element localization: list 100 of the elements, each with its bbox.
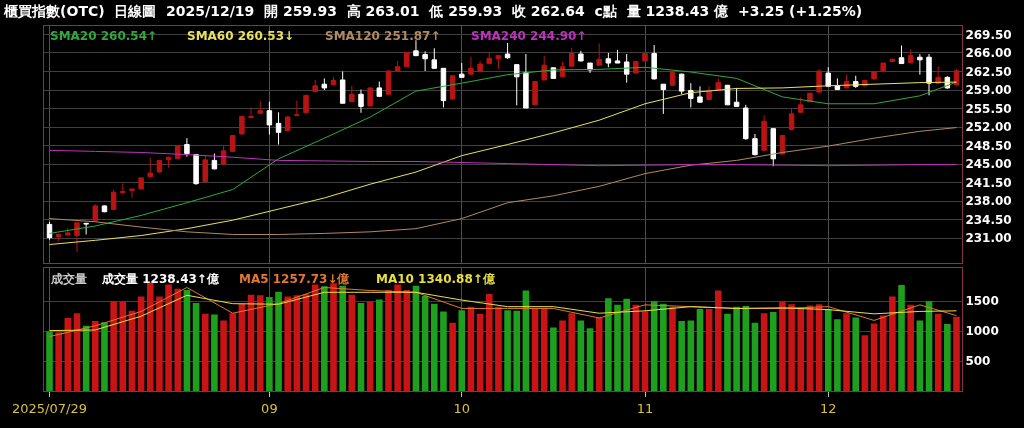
line-series xyxy=(49,149,957,167)
bar xyxy=(916,320,924,391)
candlestick xyxy=(404,51,410,68)
candlestick xyxy=(211,153,218,170)
candlestick xyxy=(431,47,438,70)
bar xyxy=(889,296,896,391)
candlestick xyxy=(504,42,511,60)
candlestick xyxy=(284,115,291,132)
candlestick xyxy=(568,47,575,68)
candlestick xyxy=(651,44,657,80)
text: SMA20 260.54↑ xyxy=(50,29,158,43)
line-series xyxy=(49,291,957,332)
candlestick xyxy=(55,232,62,242)
x-tick-label: 11 xyxy=(636,400,654,416)
candlestick xyxy=(523,53,529,109)
candlestick xyxy=(623,53,630,84)
candlestick xyxy=(358,89,364,114)
bar xyxy=(229,313,237,391)
candlestick xyxy=(74,222,80,253)
candlestick xyxy=(514,64,520,106)
candlestick xyxy=(669,71,676,87)
candlestick xyxy=(733,87,740,107)
bar xyxy=(742,306,750,391)
chart-title: 成交量 xyxy=(50,272,87,286)
x-tick-label: 10 xyxy=(453,400,471,416)
candlestick xyxy=(339,71,346,104)
bar xyxy=(192,303,200,391)
candlestick xyxy=(678,73,685,95)
bar xyxy=(165,284,172,391)
bar xyxy=(330,283,337,391)
bar xyxy=(678,321,685,391)
candlestick xyxy=(349,85,355,103)
candlestick xyxy=(798,96,804,113)
bar xyxy=(156,296,163,391)
bar xyxy=(907,304,914,391)
bar xyxy=(568,313,576,391)
y-tick-label: 262.50 xyxy=(965,64,1012,79)
candlestick xyxy=(926,53,932,96)
candlestick xyxy=(193,153,199,186)
candlestick xyxy=(715,77,722,92)
y-tick-label: 234.50 xyxy=(965,212,1012,227)
bar xyxy=(861,335,869,391)
candlestick xyxy=(889,57,896,63)
candlestick xyxy=(449,74,456,101)
bar xyxy=(385,289,392,391)
candlestick xyxy=(239,115,245,135)
line-series xyxy=(49,127,957,235)
bar xyxy=(550,327,557,391)
candlestick xyxy=(110,189,117,211)
bar xyxy=(788,304,795,391)
candlestick xyxy=(165,156,172,169)
candlestick xyxy=(303,94,309,114)
candlestick xyxy=(220,145,227,166)
candlestick xyxy=(495,55,502,70)
annotation: 成交量 1238.43↑億 xyxy=(101,272,220,286)
bar xyxy=(146,282,154,391)
candlestick xyxy=(83,222,89,235)
y-tick-label: 252.00 xyxy=(965,120,1012,135)
bar xyxy=(779,301,786,391)
candlestick xyxy=(907,48,914,64)
bar xyxy=(944,324,951,391)
chart-title: 櫃買指數(OTC) 日線圖 2025/12/19 開 259.93 高 263.01 低 259.93 收 262.64 c點 量 1238.43 億 +3.25 (+1.25%) xyxy=(3,3,863,20)
candlestick xyxy=(752,133,758,157)
text: SMA60 260.53↓ xyxy=(187,29,295,43)
bar xyxy=(284,296,291,391)
text: SMA120 251.87↑ xyxy=(325,29,441,43)
bar xyxy=(751,322,759,391)
bar xyxy=(421,295,429,391)
bar xyxy=(540,308,548,391)
bar xyxy=(211,314,218,391)
candlestick xyxy=(468,56,474,75)
candlestick xyxy=(202,154,208,183)
bar xyxy=(898,285,905,391)
bar xyxy=(715,290,722,391)
bar xyxy=(504,310,511,391)
bar xyxy=(101,322,108,391)
candlestick xyxy=(367,86,373,107)
candlestick xyxy=(385,69,392,96)
bar xyxy=(586,328,594,391)
bar xyxy=(522,290,530,391)
candlestick xyxy=(614,49,621,64)
candlestick xyxy=(413,39,419,57)
y-tick-label: 1000 xyxy=(965,324,999,339)
bar xyxy=(879,315,887,391)
candlestick xyxy=(770,128,777,167)
candlestick xyxy=(138,177,144,190)
candlestick xyxy=(541,55,547,81)
candlestick xyxy=(788,107,795,131)
bar xyxy=(614,304,621,391)
bar xyxy=(843,313,850,391)
bar xyxy=(687,320,695,391)
y-tick-label: 248.50 xyxy=(965,138,1012,153)
bar xyxy=(577,320,585,391)
text: SMA240 244.90↑ xyxy=(471,29,587,43)
bar xyxy=(430,303,438,391)
series-label: MA5 1257.73↓億 xyxy=(239,272,351,286)
bar xyxy=(348,294,356,391)
bar xyxy=(92,321,99,391)
bar xyxy=(376,299,383,391)
bar xyxy=(46,331,53,391)
